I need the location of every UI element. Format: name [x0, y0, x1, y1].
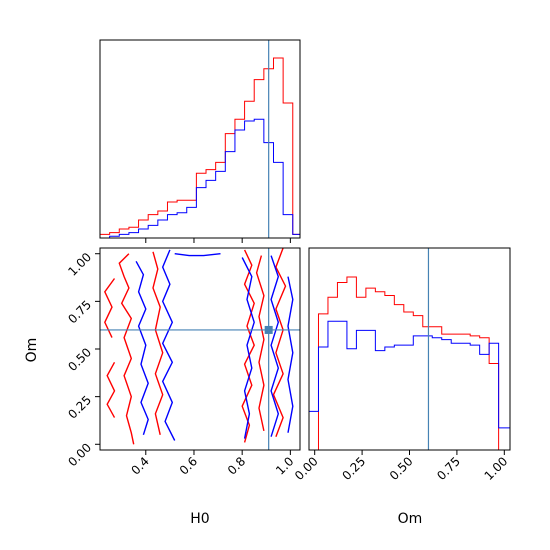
- contour-line-0: [118, 253, 135, 445]
- contour-line-10: [241, 257, 255, 439]
- h0-histogram-series-0: [99, 57, 301, 238]
- om-histograms: [308, 276, 511, 451]
- contour-line-1: [103, 278, 116, 338]
- contour-x-ticks: 0.4 0.6 0.8 1.0: [129, 450, 296, 478]
- h0-histogram-series-1: [100, 118, 301, 239]
- om-ytick-label-0: 0.00: [65, 441, 94, 470]
- om-ytick-label-3: 0.75: [65, 298, 94, 327]
- contour-line-11: [270, 255, 280, 437]
- om-xtick-label-0: 0.00: [292, 454, 321, 483]
- om-xtick-label-1: 0.25: [339, 454, 368, 483]
- contour-line-6: [255, 255, 265, 432]
- h0-xtick-label-2: 0.8: [225, 454, 248, 477]
- contour-frame: [99, 247, 301, 451]
- h0-xtick-label-0: 0.4: [129, 454, 152, 477]
- contour-lines: [103, 247, 294, 445]
- om-ytick-label-2: 0.50: [65, 345, 94, 374]
- h0-histograms: [99, 57, 301, 239]
- contour-line-8: [161, 249, 176, 441]
- truth-point-marker: [264, 325, 273, 334]
- om-marginal-panel: 0.00 0.25 0.50 0.75 1.00 Om: [292, 247, 511, 527]
- contour-line-3: [152, 251, 164, 435]
- contour-y-ticks: 0.00 0.25 0.50 0.75 1.00: [65, 250, 100, 469]
- om-xtick-label-3: 0.75: [434, 454, 463, 483]
- om-xtick-label-4: 1.00: [482, 454, 511, 483]
- contour-line-4: [241, 249, 255, 443]
- contour-line-5: [272, 247, 287, 437]
- om-marginal-ticks: 0.00 0.25 0.50 0.75 1.00: [292, 450, 510, 483]
- h0-x-axis-label: H0: [190, 511, 209, 527]
- contour-line-7: [135, 260, 149, 436]
- h0-marginal-panel: [99, 39, 301, 243]
- om-x-axis-label: Om: [398, 511, 423, 527]
- om-ytick-label-4: 1.00: [65, 250, 94, 279]
- h0-marginal-ticks: [145, 238, 291, 243]
- om-y-axis-label: Om: [24, 338, 40, 363]
- h0-xtick-label-1: 0.6: [177, 454, 200, 477]
- contour-line-12: [287, 276, 294, 433]
- contour-line-2: [106, 361, 116, 418]
- contour-line-9: [174, 253, 221, 257]
- om-histogram-series-0: [309, 276, 510, 451]
- h0-marginal-frame: [99, 39, 301, 239]
- h0-om-contour-panel: 0.4 0.6 0.8 1.0 0.000.250.500.751.00 H0 Om: [24, 247, 301, 527]
- om-histogram-series-1: [308, 320, 511, 450]
- om-xtick-label-2: 0.50: [387, 454, 416, 483]
- om-ytick-label-1: 0.25: [65, 393, 94, 422]
